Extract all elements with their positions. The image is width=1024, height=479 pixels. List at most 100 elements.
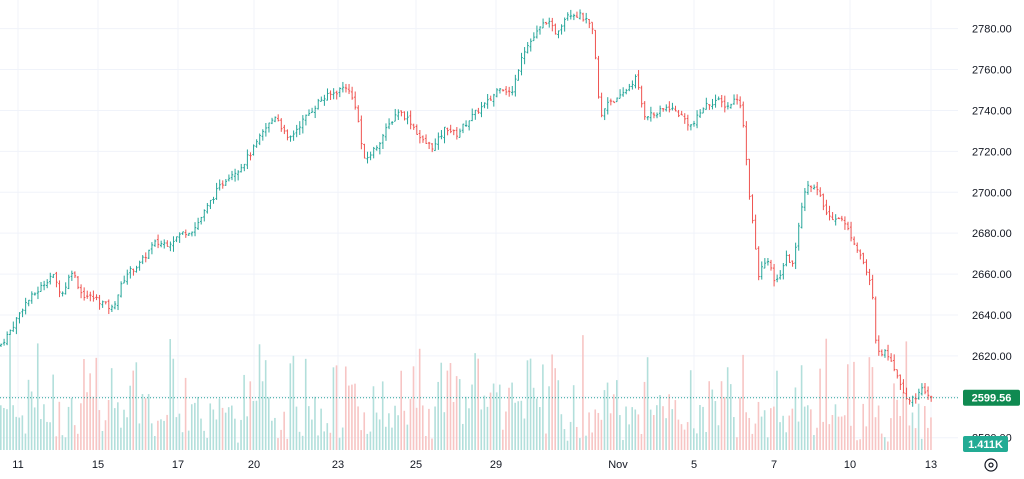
volume-bar: [896, 399, 898, 450]
volume-bar: [335, 365, 338, 450]
candle: [227, 174, 231, 182]
candle: [837, 217, 840, 220]
volume-bar: [874, 417, 877, 450]
candle: [236, 170, 240, 181]
volume-bar: [18, 417, 21, 450]
candle: [144, 252, 147, 263]
candle: [862, 252, 865, 265]
candle: [73, 271, 77, 279]
candle: [421, 135, 425, 143]
volume-bar: [234, 418, 236, 450]
volume-bar: [612, 394, 615, 450]
candle: [526, 42, 529, 54]
volume-bar: [43, 404, 45, 450]
candle: [283, 124, 286, 135]
time-tick-label: 17: [172, 459, 184, 471]
volume-bar: [428, 408, 430, 450]
volume-bar: [930, 417, 932, 450]
volume-bar: [295, 406, 298, 450]
candle: [739, 96, 742, 109]
candle: [797, 222, 800, 251]
candle: [852, 236, 856, 246]
candle: [67, 274, 70, 290]
volume-bar: [332, 367, 335, 450]
volume-bar: [237, 442, 239, 450]
volume-bar: [594, 409, 597, 450]
candle: [603, 108, 606, 121]
candle: [471, 108, 474, 122]
volume-bar: [311, 419, 313, 450]
volume-bar: [757, 401, 760, 450]
volume-bar: [55, 436, 58, 450]
volume-bar: [871, 367, 874, 450]
volume-bar: [911, 412, 914, 450]
volume-bar: [742, 354, 744, 450]
candle: [560, 24, 563, 35]
candle: [212, 196, 215, 204]
chart-settings-button[interactable]: [984, 458, 998, 472]
volume-bar: [449, 363, 452, 450]
volume-bar: [699, 404, 701, 450]
volume-bar: [172, 358, 175, 450]
volume-bar: [523, 418, 526, 450]
candle: [270, 117, 274, 125]
volume-bar: [369, 431, 372, 450]
candle: [615, 97, 619, 103]
candle: [511, 85, 514, 96]
candle: [76, 276, 80, 290]
volume-bar: [30, 391, 33, 450]
candle: [548, 17, 551, 28]
candle: [889, 353, 893, 362]
volume-bar: [80, 403, 82, 450]
volume-bar: [763, 410, 766, 450]
price-tick-label: 2660.00: [972, 269, 1012, 281]
volume-layer: [0, 333, 932, 450]
candle: [15, 317, 18, 335]
volume-bar: [779, 422, 781, 450]
volume-bar: [557, 380, 560, 450]
volume-bar: [668, 394, 670, 450]
price-tick-label: 2680.00: [972, 228, 1012, 240]
volume-bar: [138, 423, 141, 450]
candle: [203, 209, 206, 222]
candle: [816, 181, 819, 196]
candle: [880, 349, 884, 357]
candle: [732, 94, 736, 105]
volume-bar: [840, 416, 843, 450]
candle-layer: [0, 9, 933, 407]
gear-icon: [984, 458, 998, 472]
candle: [338, 87, 341, 98]
candle: [566, 12, 569, 21]
time-axis[interactable]: 11 15 17 20 23 25 29 Nov 5 7 10 13: [12, 459, 937, 471]
candle: [600, 92, 603, 118]
candle: [538, 26, 542, 35]
candle: [36, 286, 40, 300]
volume-bar: [843, 415, 846, 450]
volume-bar: [354, 383, 356, 450]
price-axis[interactable]: 2780.00 2760.00 2740.00 2720.00 2700.00 2680.…: [972, 24, 1012, 445]
volume-bar: [443, 412, 446, 450]
candle: [926, 386, 930, 400]
candle: [714, 94, 717, 108]
candle: [372, 146, 375, 159]
volume-bar: [646, 357, 649, 450]
volume-bar: [908, 425, 911, 450]
volume-bar: [255, 400, 258, 450]
volume-bar: [212, 409, 215, 450]
candle: [794, 242, 797, 270]
volume-bar: [385, 426, 387, 450]
candle: [187, 232, 191, 236]
candle: [230, 170, 234, 181]
volume-bar: [36, 343, 39, 450]
candle: [354, 91, 357, 110]
volume-bar: [403, 410, 406, 450]
volume-bar: [794, 387, 797, 450]
volume-bar: [828, 424, 831, 450]
time-tick-label: 23: [332, 459, 344, 471]
candle: [631, 80, 634, 90]
candle: [46, 279, 49, 289]
candle: [298, 121, 301, 135]
candle: [883, 349, 887, 358]
candle: [390, 121, 394, 125]
